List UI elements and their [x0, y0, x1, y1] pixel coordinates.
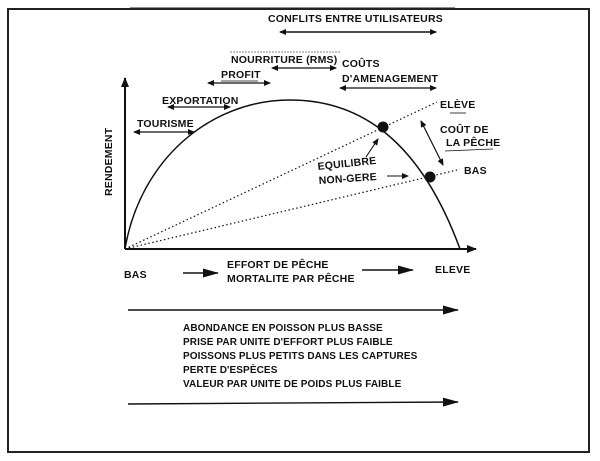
consequence-item: POISSONS PLUS PETITS DANS LES CAPTURES [183, 351, 418, 362]
use-label-tourism: TOURISME [137, 118, 194, 130]
fishing-cost-arrow [420, 120, 444, 166]
equilibrium-point-high-cost [377, 121, 389, 133]
yield-curve [124, 99, 461, 250]
high-cost-line [124, 101, 438, 250]
use-label-profit: PROFIT [221, 69, 261, 81]
user-conflicts-label: CONFLITS ENTRE UTILISATEURS [268, 13, 443, 25]
effort-low-label: BAS [124, 269, 147, 281]
consequence-item: PRISE PAR UNITE D'EFFORT PLUS FAIBLE [183, 337, 393, 348]
fishing-cost-label-line2: LA PÊCHE [446, 136, 500, 149]
consequence-item: ABONDANCE EN POISSON PLUS BASSE [183, 323, 383, 334]
effort-label-line2: MORTALITE PAR PÊCHE [227, 272, 355, 285]
diagram-frame [7, 8, 590, 453]
low-cost-line [124, 169, 458, 250]
low-cost-label: BAS [464, 165, 487, 177]
high-cost-label: ELÈVE [440, 98, 475, 111]
consequences-arrow-bottom [127, 397, 459, 407]
management-cost-line2: D'AMENAGEMENT [342, 73, 438, 85]
use-label-export: EXPORTATION [162, 95, 238, 107]
fishing-cost-underline [444, 148, 494, 152]
equilibrium-label-line2: NON-GERE [318, 171, 377, 187]
y-axis-label: RENDEMENT [103, 127, 115, 196]
consequence-item: PERTE D'ESPÈCES [183, 363, 278, 376]
effort-label-line1: EFFORT DE PÊCHE [227, 258, 329, 271]
equilibrium-arrow-up [365, 138, 379, 158]
effort-high-label: ELEVE [435, 264, 470, 276]
management-cost-line1: COÛTS [342, 57, 380, 70]
fishing-cost-label-line1: COÛT DE [440, 123, 489, 136]
equilibrium-label-line1: EQUILIBRE [317, 155, 377, 173]
equilibrium-point-low-cost [424, 171, 436, 183]
consequence-item: VALEUR PAR UNITE DE POIDS PLUS FAIBLE [183, 379, 402, 390]
use-label-food-msy: NOURRITURE (RMS) [231, 54, 337, 66]
